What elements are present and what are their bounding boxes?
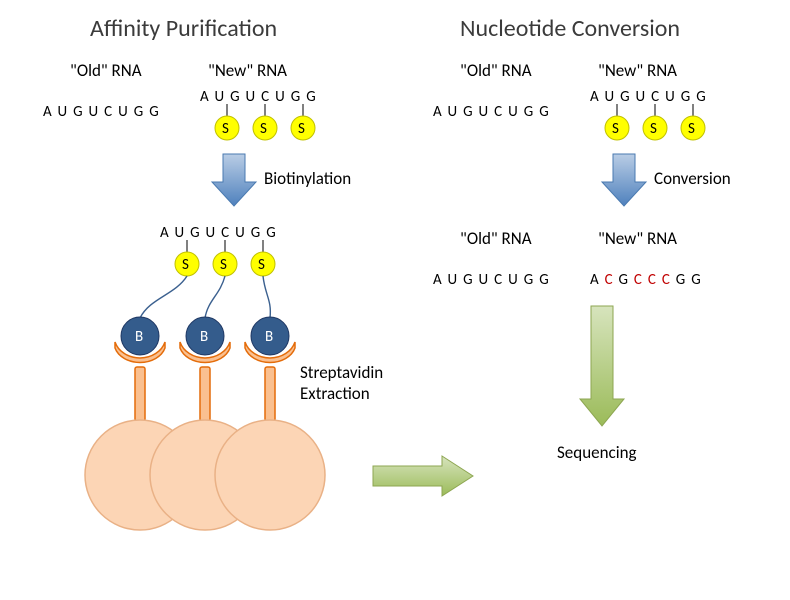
old-rna-seq-left: AUGUCUGG bbox=[43, 103, 165, 121]
converted-right-seq: ACGCCCGG bbox=[590, 271, 707, 289]
old-rna-seq-right: AUGUCUGG bbox=[433, 103, 555, 121]
left-title: Affinity Purification bbox=[90, 14, 277, 43]
biotinylation-label: Biotinylation bbox=[264, 168, 351, 189]
old-rna-label-left: "Old" RNA bbox=[70, 60, 142, 81]
biotinylation-arrow bbox=[210, 152, 258, 210]
b-glyph-3: B bbox=[265, 328, 273, 346]
converted-left-seq: AUGUCUGG bbox=[433, 271, 555, 289]
s-glyph-r2: S bbox=[650, 120, 657, 138]
b-glyph-2: B bbox=[200, 328, 208, 346]
sequencing-label: Sequencing bbox=[557, 442, 637, 463]
streptavidin-assembly bbox=[80, 270, 380, 590]
new-rna-label-left: "New" RNA bbox=[208, 60, 287, 81]
s-glyph-l2: S bbox=[260, 120, 267, 138]
conversion-label: Conversion bbox=[654, 168, 731, 189]
s-glyph-l3: S bbox=[298, 120, 305, 138]
s-glyph-l1: S bbox=[222, 120, 229, 138]
conversion-arrow bbox=[600, 152, 648, 210]
s-glyph-r3: S bbox=[688, 120, 695, 138]
old-rna-label-right: "Old" RNA bbox=[460, 60, 532, 81]
b-glyph-1: B bbox=[135, 328, 143, 346]
new-rna-label-right-2: "New" RNA bbox=[598, 228, 677, 249]
old-rna-label-right-2: "Old" RNA bbox=[460, 228, 532, 249]
s-glyph-r1: S bbox=[612, 120, 619, 138]
streptavidin-label: Streptavidin Extraction bbox=[300, 362, 383, 404]
to-sequencing-arrow bbox=[370, 453, 478, 499]
right-title: Nucleotide Conversion bbox=[460, 14, 680, 43]
new-rna-label-right: "New" RNA bbox=[598, 60, 677, 81]
sequencing-down-arrow bbox=[578, 303, 626, 431]
